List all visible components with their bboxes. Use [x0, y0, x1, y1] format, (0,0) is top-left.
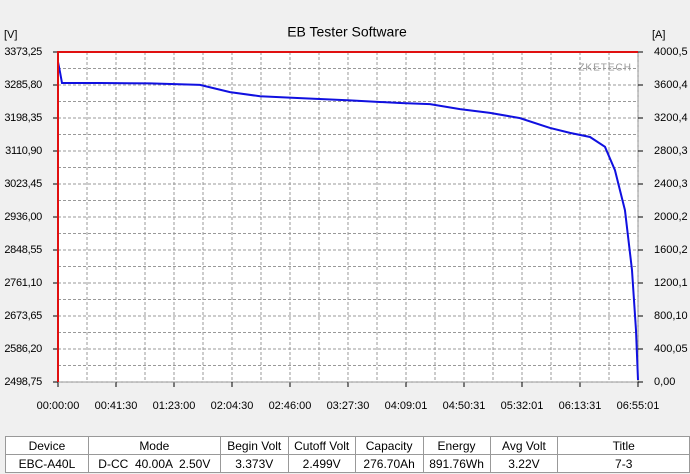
x-tick-label: 03:27:30: [327, 400, 370, 412]
x-tick-label: 00:41:30: [95, 400, 138, 412]
header-cell: Mode: [87, 436, 221, 455]
y2-tick-label: 3600,4: [654, 79, 688, 91]
y-tick-label: 3285,80: [4, 79, 42, 91]
y-tick-label: 2673,65: [4, 310, 42, 322]
x-tick-label: 00:00:00: [37, 400, 80, 412]
x-tick-label: 02:46:00: [269, 400, 312, 412]
y2-tick-label: 0,00: [654, 376, 675, 388]
y-tick-label: 3373,25: [4, 46, 42, 58]
y2-tick-label: 400,05: [654, 343, 688, 355]
chart-title: EB Tester Software: [287, 24, 407, 40]
table-cell: 3.22V: [489, 454, 559, 473]
y2-axis-label: [A]: [652, 29, 665, 41]
header-cell: Capacity: [354, 436, 424, 455]
x-tick-label: 04:50:31: [443, 400, 486, 412]
header-cell: Device: [5, 436, 89, 455]
table-cell: 276.70Ah: [354, 454, 424, 473]
y-tick-label: 2848,55: [4, 244, 42, 256]
chart: EB Tester Software [V] [A] ZKETECH 00:00…: [4, 24, 688, 412]
header-cell: Energy: [422, 436, 491, 455]
y-tick-label: 3198,35: [4, 112, 42, 124]
x-tick-label: 05:32:01: [501, 400, 544, 412]
y2-tick-label: 3200,4: [654, 112, 688, 124]
x-tick-label: 01:23:00: [153, 400, 196, 412]
table-cell: 891.76Wh: [422, 454, 491, 473]
x-tick-label: 04:09:01: [385, 400, 428, 412]
table-cell: 2.499V: [287, 454, 356, 473]
header-cell: Avg Volt: [489, 436, 559, 455]
header-cell: Cutoff Volt: [287, 436, 356, 455]
header-cell: Begin Volt: [219, 436, 289, 455]
y-tick-label: 2936,00: [4, 211, 42, 223]
y2-tick-label: 4000,5: [654, 46, 688, 58]
x-tick-label: 02:04:30: [211, 400, 254, 412]
y-axis-label: [V]: [4, 29, 17, 41]
table-cell: D-CC 40.00A 2.50V: [87, 454, 221, 473]
header-cell: Title: [557, 436, 690, 455]
y-tick-label: 2761,10: [4, 277, 42, 289]
y2-tick-label: 2400,3: [654, 178, 688, 190]
table-row: EBC-A40L D-CC 40.00A 2.50V 3.373V 2.499V 276…: [5, 454, 690, 473]
table-cell: 3.373V: [219, 454, 289, 473]
y-tick-label: 2586,20: [4, 343, 42, 355]
y-tick-label: 3023,45: [4, 178, 42, 190]
table-header: Device Mode Begin Volt Cutoff Volt Capacity E…: [5, 436, 690, 455]
result-table: Device Mode Begin Volt Cutoff Volt Capacity E…: [5, 436, 690, 473]
y2-tick-label: 2000,2: [654, 211, 688, 223]
x-tick-label: 06:55:01: [617, 400, 660, 412]
y2-tick-label: 2800,3: [654, 145, 688, 157]
series-line: [57, 61, 639, 381]
y2-tick-label: 1600,2: [654, 244, 688, 256]
x-tick-label: 06:13:31: [559, 400, 602, 412]
y-tick-label: 3110,90: [5, 145, 42, 157]
y2-tick-label: 1200,1: [654, 277, 688, 289]
series-line: [57, 51, 638, 382]
y-tick-label: 2498,75: [4, 376, 42, 388]
table-cell: EBC-A40L: [5, 454, 89, 473]
table-cell: 7-3: [557, 454, 690, 473]
y2-tick-label: 800,10: [654, 310, 688, 322]
